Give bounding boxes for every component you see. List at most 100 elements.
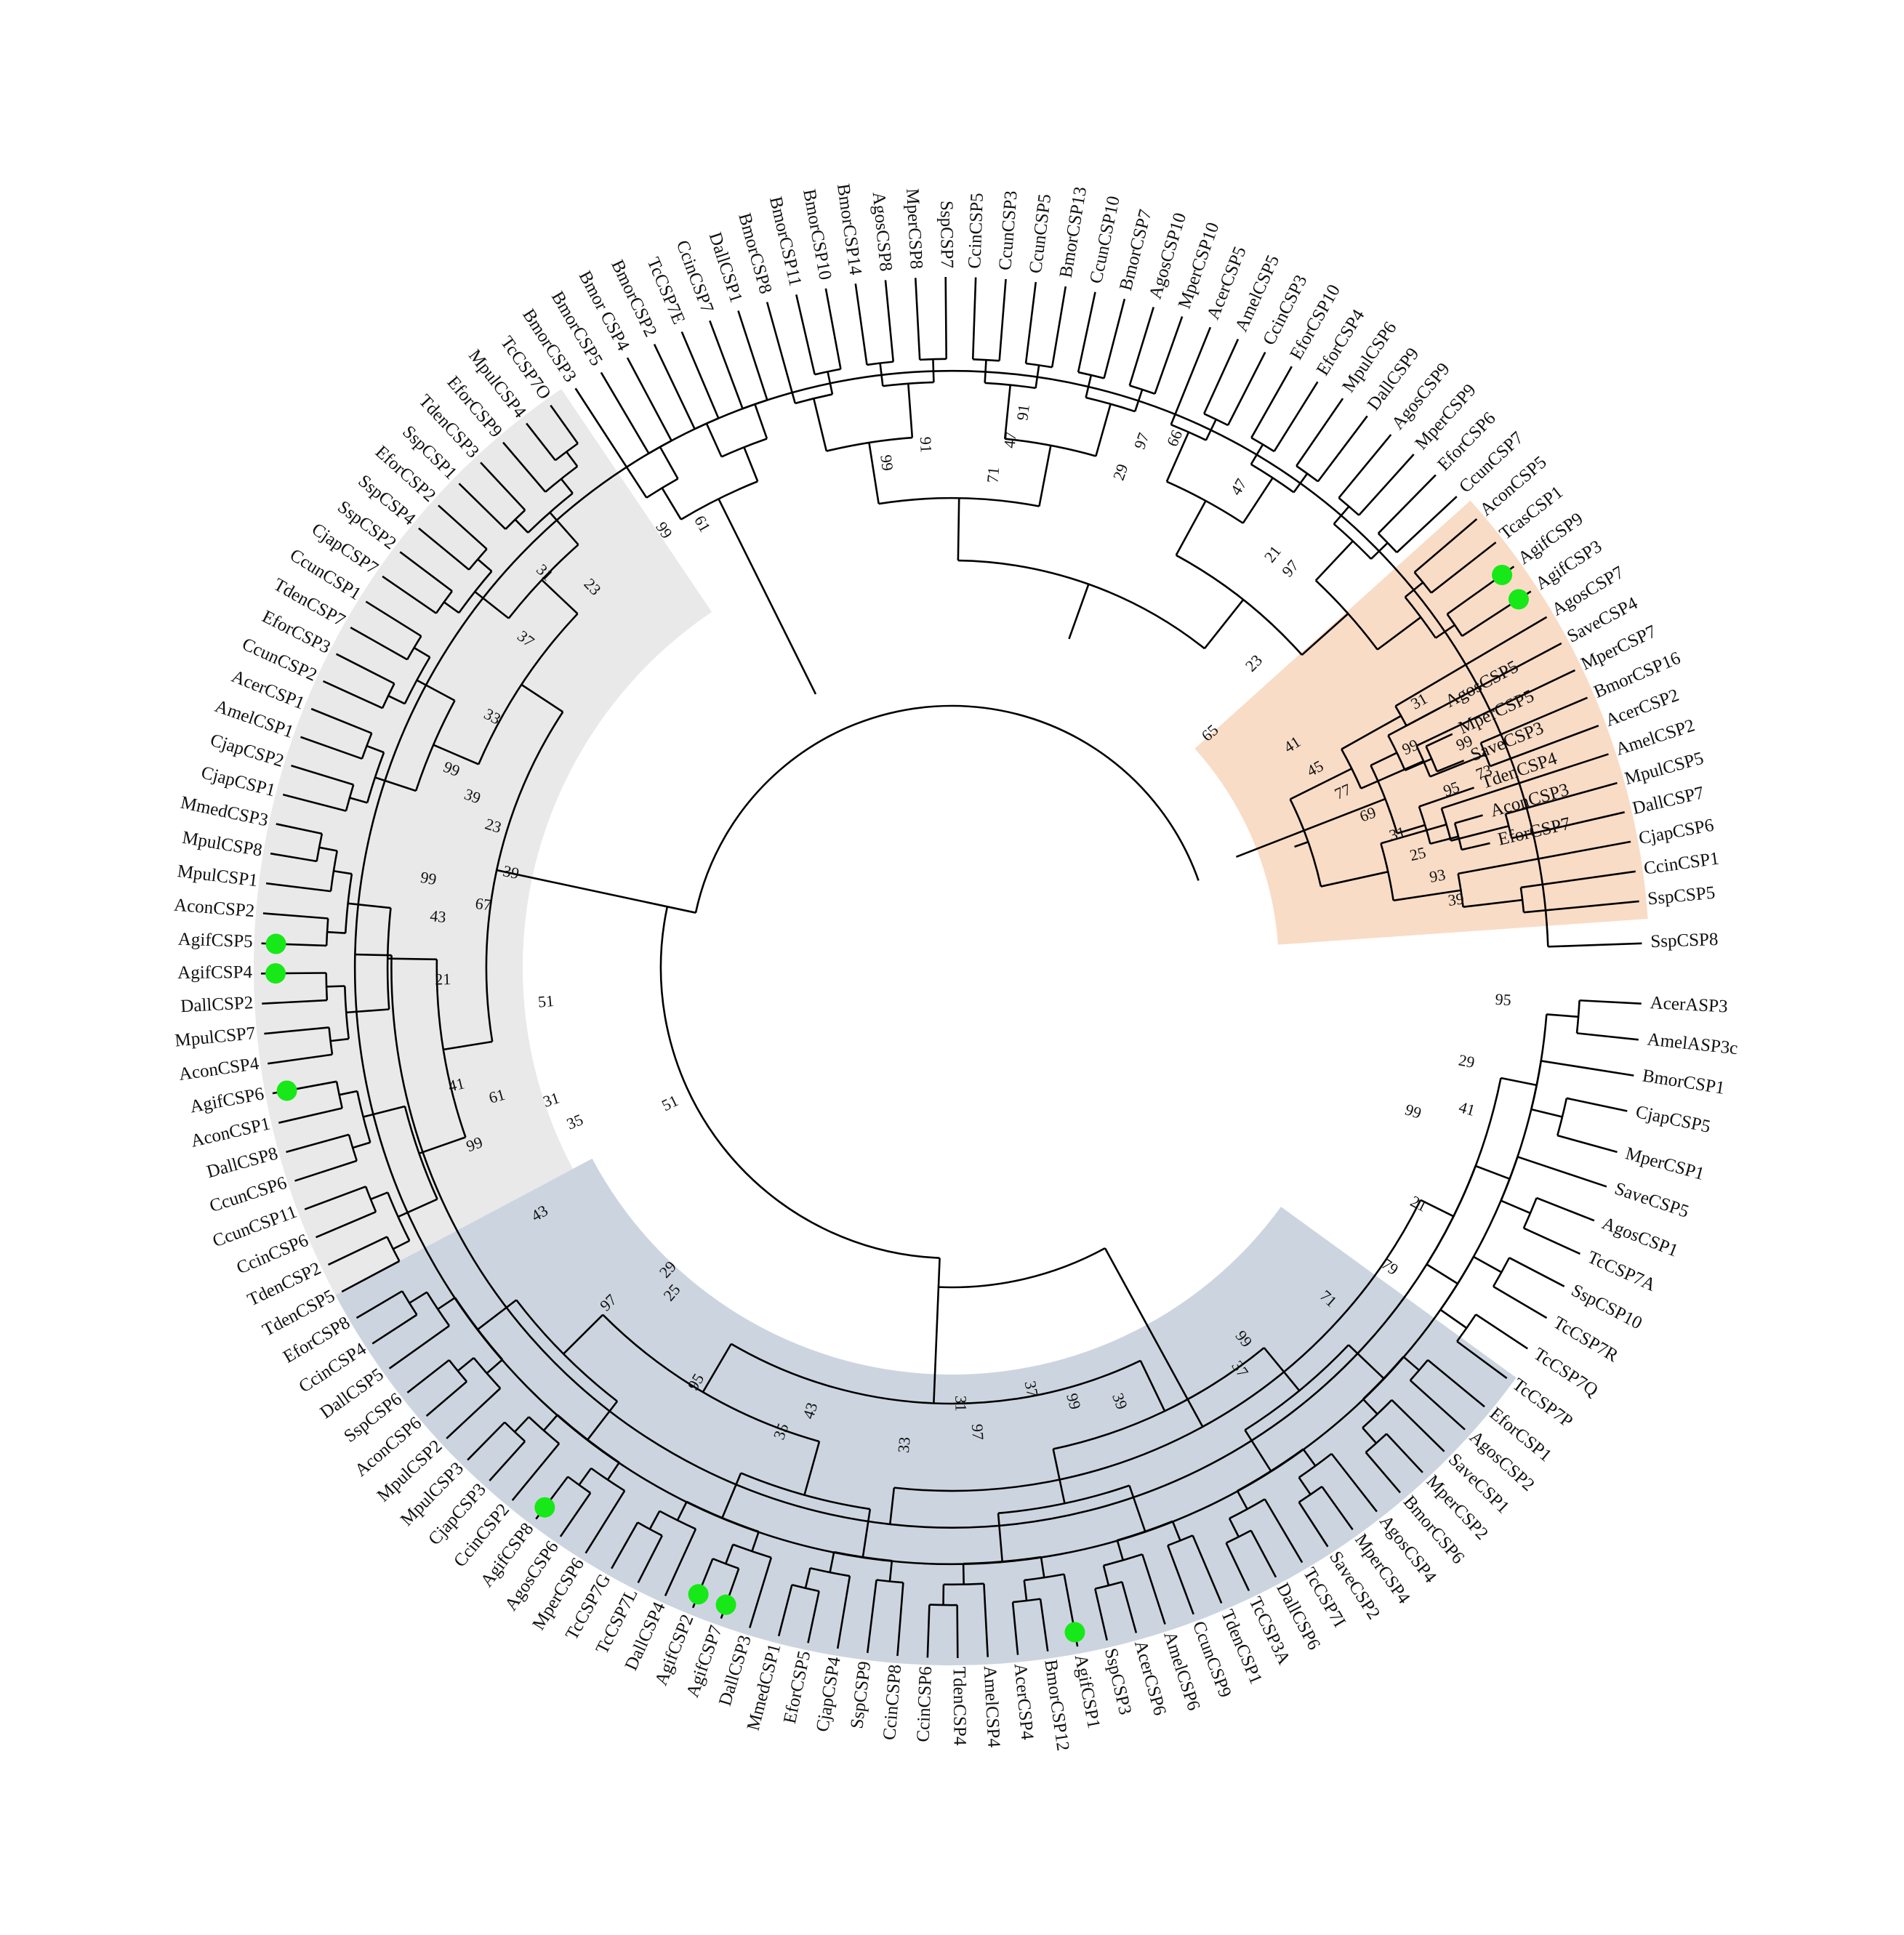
branch xyxy=(458,483,507,530)
branch xyxy=(474,590,510,619)
green-dot-icon xyxy=(1508,589,1529,610)
branch xyxy=(1293,472,1309,494)
branch xyxy=(413,646,430,659)
branch-arc xyxy=(1077,371,1104,379)
branch-arc xyxy=(1298,1452,1333,1479)
branch xyxy=(1024,281,1037,364)
backbone-arc xyxy=(938,1247,1106,1289)
branch-arc xyxy=(1085,396,1136,413)
support-value: 99 xyxy=(419,868,438,888)
branch xyxy=(1493,1285,1548,1319)
branch-arc xyxy=(507,544,579,619)
support-value: 31 xyxy=(952,1396,970,1412)
branch xyxy=(1298,1476,1311,1495)
leaf-label: TcCSP7A xyxy=(1585,1247,1659,1295)
branch xyxy=(574,387,648,499)
branch xyxy=(1038,445,1052,507)
branch xyxy=(1393,889,1461,902)
branch xyxy=(1052,1449,1066,1504)
clade-sector-blue xyxy=(335,1158,1517,1665)
branch xyxy=(480,462,526,511)
branch xyxy=(443,601,460,614)
branch-arc xyxy=(740,1472,871,1510)
branch xyxy=(1418,787,1475,808)
branch xyxy=(1430,835,1459,845)
branch xyxy=(1051,286,1067,368)
branch xyxy=(879,363,884,387)
branch xyxy=(1427,1359,1485,1408)
branch xyxy=(521,683,563,713)
leaf-label: AcerCSP4 xyxy=(1011,1662,1037,1741)
leaf-label: AmelCSP4 xyxy=(980,1665,1004,1748)
branch xyxy=(585,1490,626,1554)
support-value: 35 xyxy=(564,1110,586,1133)
branch xyxy=(262,999,327,1005)
branch xyxy=(721,1472,742,1518)
branch xyxy=(443,1040,493,1051)
branch-arc xyxy=(435,959,467,1138)
branch xyxy=(705,423,723,457)
leaf-label: CcunCSP5 xyxy=(1026,193,1055,274)
branch xyxy=(514,1416,530,1433)
branch xyxy=(264,1026,329,1035)
branch xyxy=(1541,1060,1634,1077)
branch xyxy=(1235,797,1386,858)
branch-arc xyxy=(1296,464,1319,483)
branch xyxy=(1360,760,1424,789)
branch xyxy=(1362,1427,1378,1444)
branch-arc xyxy=(1426,1165,1477,1266)
branch xyxy=(1175,500,1207,556)
branch xyxy=(824,288,842,370)
branch-arc xyxy=(1504,813,1513,839)
branch xyxy=(1035,365,1040,389)
branch xyxy=(1429,753,1486,778)
branch xyxy=(749,1557,773,1628)
branch xyxy=(327,1236,387,1266)
branch xyxy=(1425,733,1453,747)
branch-arc xyxy=(1522,1197,1538,1229)
branch xyxy=(326,985,345,988)
branch-arc xyxy=(1440,808,1452,841)
branch xyxy=(868,442,880,504)
leaf-label: DallCSP8 xyxy=(205,1143,281,1182)
leaf-label: BmorCSP12 xyxy=(1040,1659,1072,1753)
branch xyxy=(1077,291,1096,373)
branch xyxy=(457,1357,475,1372)
branch xyxy=(398,1198,438,1218)
branch xyxy=(1501,1199,1531,1215)
leaf-label: SspCSP9 xyxy=(847,1660,875,1730)
branch xyxy=(1439,1308,1468,1329)
branch xyxy=(1377,474,1437,534)
branch-arc xyxy=(1575,1000,1580,1034)
branch xyxy=(409,1291,427,1304)
branch xyxy=(489,1440,526,1481)
support-value: 91 xyxy=(1013,403,1033,422)
branch xyxy=(813,398,828,451)
support-value: 39 xyxy=(502,861,521,882)
branch xyxy=(1576,1032,1639,1041)
branch-arc xyxy=(878,496,1040,507)
branch xyxy=(291,765,354,786)
branch xyxy=(751,1531,760,1552)
branch xyxy=(1139,1360,1166,1412)
branch xyxy=(366,744,385,754)
branch xyxy=(1154,316,1184,395)
leaf-label: CcunCSP10 xyxy=(1086,194,1124,285)
branch-arc xyxy=(893,1199,1422,1492)
branch-arc xyxy=(732,1543,772,1558)
branch-arc xyxy=(826,436,912,452)
leaf-label: CcinCSP6 xyxy=(914,1666,936,1742)
branch xyxy=(1128,307,1154,386)
branch xyxy=(1511,811,1625,840)
green-dot-icon xyxy=(1492,564,1513,585)
branch-arc xyxy=(1176,554,1303,656)
leaf-label: CjapCSP5 xyxy=(1634,1102,1713,1137)
branch xyxy=(836,1575,851,1649)
branch-arc xyxy=(1333,523,1372,560)
branch xyxy=(446,1387,502,1439)
branch xyxy=(1394,616,1548,707)
leaf-label: AgosCSP1 xyxy=(1599,1213,1681,1260)
branch xyxy=(1415,669,1576,747)
branch xyxy=(1391,1399,1445,1452)
branch xyxy=(374,776,417,792)
